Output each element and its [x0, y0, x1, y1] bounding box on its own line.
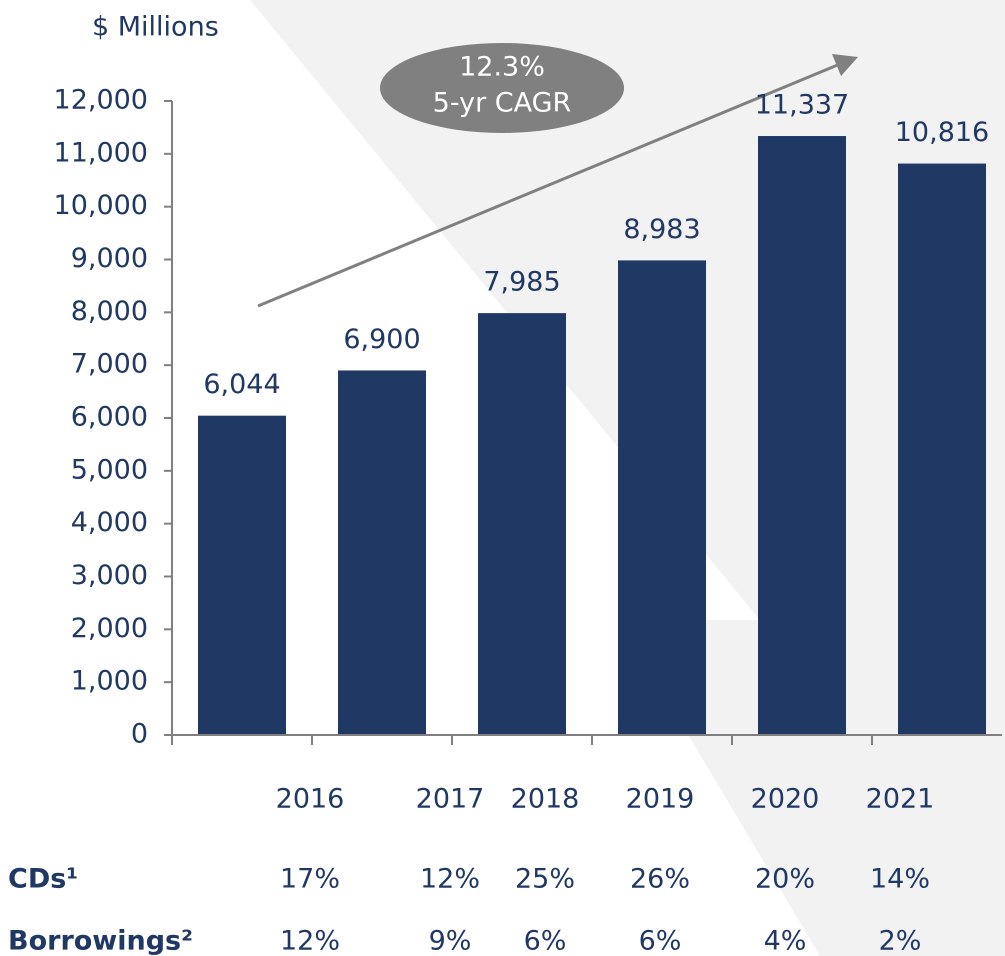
table-cell: 26% [630, 864, 690, 895]
x-tick-label: 2020 [751, 784, 820, 815]
trend-arrow [257, 62, 841, 308]
x-tick-label: 2021 [866, 784, 935, 815]
bar [478, 313, 566, 735]
y-tick-label: 9,000 [71, 243, 148, 274]
table-cell: 6% [524, 926, 567, 956]
y-axis-label: $ Millions [92, 12, 219, 43]
y-tick-label: 4,000 [71, 507, 148, 538]
table-cell: 17% [280, 864, 340, 895]
annotation-text: 12.3% [459, 52, 545, 83]
x-tick-label: 2017 [416, 784, 485, 815]
table-row-label: Borrowings² [8, 926, 193, 956]
bar [338, 370, 426, 735]
bar [198, 415, 286, 735]
value-label: 8,983 [623, 214, 700, 245]
x-tick-label: 2019 [626, 784, 695, 815]
annotation-bubble [380, 43, 624, 133]
y-tick-label: 11,000 [54, 137, 148, 168]
y-tick-label: 0 [131, 719, 148, 750]
background-shape [0, 0, 760, 620]
value-label: 6,044 [203, 369, 280, 400]
table-cell: 25% [515, 864, 575, 895]
value-label: 7,985 [483, 267, 560, 298]
y-tick-label: 10,000 [54, 190, 148, 221]
table-cell: 2% [879, 926, 922, 956]
table-cell: 6% [639, 926, 682, 956]
y-tick-label: 2,000 [71, 613, 148, 644]
bar [758, 136, 846, 735]
y-tick-label: 3,000 [71, 560, 148, 591]
y-tick-label: 7,000 [71, 349, 148, 380]
table-row-label: CDs¹ [8, 864, 78, 895]
x-tick-label: 2018 [511, 784, 580, 815]
table-cell: 20% [755, 864, 815, 895]
table-cell: 12% [280, 926, 340, 956]
table-cell: 14% [870, 864, 930, 895]
bar [898, 163, 986, 735]
y-tick-label: 5,000 [71, 454, 148, 485]
value-label: 6,900 [343, 324, 420, 355]
arrow-head [832, 54, 858, 76]
bar [618, 260, 706, 735]
table-cell: 9% [429, 926, 472, 956]
value-label: 10,816 [895, 117, 989, 148]
value-label: 11,337 [755, 90, 849, 121]
y-tick-label: 8,000 [71, 296, 148, 327]
x-tick-label: 2016 [276, 784, 345, 815]
table-cell: 12% [420, 864, 480, 895]
y-tick-label: 6,000 [71, 402, 148, 433]
y-tick-label: 12,000 [54, 85, 148, 116]
annotation-text: 5-yr CAGR [433, 88, 572, 119]
table-cell: 4% [764, 926, 807, 956]
y-tick-label: 1,000 [71, 666, 148, 697]
